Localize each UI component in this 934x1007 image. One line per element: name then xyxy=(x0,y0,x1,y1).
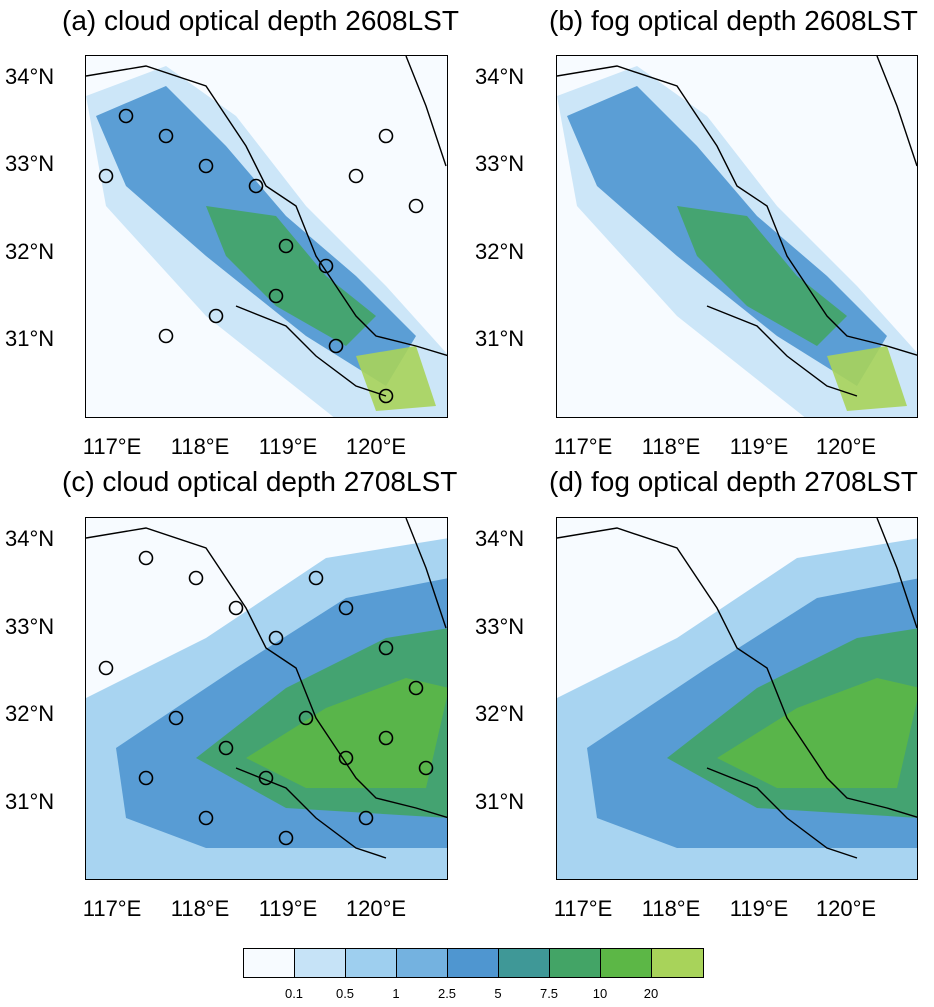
colorbar-label: 1 xyxy=(392,986,400,1001)
station-marker xyxy=(138,770,154,786)
station-marker xyxy=(208,308,224,324)
panel-title-d: (d) fog optical depth 2708LST xyxy=(549,466,918,497)
lon-label-a-118: 118°E xyxy=(170,434,230,459)
station-marker xyxy=(268,288,284,304)
lat-label-a-32: 32°N xyxy=(5,239,55,264)
station-marker xyxy=(98,660,114,676)
station-marker xyxy=(258,770,274,786)
lon-label-c-117: 117°E xyxy=(82,896,142,921)
station-marker xyxy=(298,710,314,726)
station-marker xyxy=(228,600,244,616)
panel-title-b: (b) fog optical depth 2608LST xyxy=(549,5,918,36)
station-marker xyxy=(418,760,434,776)
colorbar-swatch xyxy=(550,949,601,977)
colorbar-swatch xyxy=(244,949,295,977)
lon-label-b-120: 120°E xyxy=(815,434,877,459)
station-marker xyxy=(308,570,324,586)
lon-label-b-118: 118°E xyxy=(641,434,701,459)
station-marker xyxy=(328,338,344,354)
lat-label-c-31: 31°N xyxy=(5,789,55,814)
station-marker xyxy=(248,178,264,194)
lon-label-b-117: 117°E xyxy=(553,434,613,459)
lat-label-c-33: 33°N xyxy=(5,614,55,639)
lat-label-d-31: 31°N xyxy=(475,789,525,814)
lon-label-a-119: 119°E xyxy=(258,434,318,459)
lat-label-c-34: 34°N xyxy=(5,526,55,551)
colorbar-swatch xyxy=(346,949,397,977)
station-marker xyxy=(158,128,174,144)
station-marker xyxy=(408,680,424,696)
map-canvas-c xyxy=(86,518,447,879)
map-canvas-d xyxy=(557,518,917,879)
lat-label-b-34: 34°N xyxy=(475,64,525,89)
map-canvas-a xyxy=(86,56,447,417)
colorbar-swatch xyxy=(652,949,703,977)
lat-label-a-33: 33°N xyxy=(5,151,55,176)
station-marker xyxy=(268,630,284,646)
lat-label-b-32: 32°N xyxy=(475,239,525,264)
station-marker xyxy=(138,550,154,566)
lon-label-d-120: 120°E xyxy=(815,896,877,921)
station-marker xyxy=(338,600,354,616)
station-marker xyxy=(378,388,394,404)
lat-label-d-32: 32°N xyxy=(475,701,525,726)
station-marker xyxy=(348,168,364,184)
lon-label-a-120: 120°E xyxy=(345,434,407,459)
map-panel-c xyxy=(85,517,448,880)
station-marker xyxy=(378,128,394,144)
colorbar-label: 5 xyxy=(494,986,502,1001)
colorbar-label: 2.5 xyxy=(437,986,457,1001)
lat-label-d-34: 34°N xyxy=(475,526,525,551)
colorbar-swatch xyxy=(499,949,550,977)
map-panel-a xyxy=(85,55,448,418)
station-marker xyxy=(188,570,204,586)
lon-label-b-119: 119°E xyxy=(729,434,789,459)
lon-label-d-118: 118°E xyxy=(641,896,701,921)
map-panel-d xyxy=(556,517,918,880)
colorbar xyxy=(243,948,704,978)
lat-label-b-33: 33°N xyxy=(475,151,525,176)
lon-label-d-117: 117°E xyxy=(553,896,613,921)
lon-label-c-119: 119°E xyxy=(258,896,318,921)
station-marker xyxy=(198,810,214,826)
map-canvas-b xyxy=(557,56,917,417)
station-marker xyxy=(168,710,184,726)
station-marker xyxy=(378,640,394,656)
station-marker xyxy=(218,740,234,756)
station-marker xyxy=(198,158,214,174)
colorbar-label: 0.5 xyxy=(335,986,355,1001)
station-marker xyxy=(278,830,294,846)
lon-label-c-120: 120°E xyxy=(345,896,407,921)
station-marker xyxy=(278,238,294,254)
colorbar-swatch xyxy=(448,949,499,977)
panel-title-a: (a) cloud optical depth 2608LST xyxy=(62,5,459,36)
map-panel-b xyxy=(556,55,918,418)
colorbar-swatch xyxy=(295,949,346,977)
colorbar-label: 20 xyxy=(643,986,659,1001)
station-marker xyxy=(408,198,424,214)
colorbar-label: 0.1 xyxy=(284,986,304,1001)
colorbar-swatch xyxy=(601,949,652,977)
station-marker xyxy=(378,730,394,746)
station-marker xyxy=(118,108,134,124)
lon-label-d-119: 119°E xyxy=(729,896,789,921)
lat-label-c-32: 32°N xyxy=(5,701,55,726)
station-marker xyxy=(98,168,114,184)
lon-label-a-117: 117°E xyxy=(82,434,142,459)
lat-label-b-31: 31°N xyxy=(475,326,525,351)
station-marker xyxy=(318,258,334,274)
lat-label-a-31: 31°N xyxy=(5,326,55,351)
panel-title-c: (c) cloud optical depth 2708LST xyxy=(62,466,458,497)
colorbar-label: 7.5 xyxy=(539,986,559,1001)
station-marker xyxy=(338,750,354,766)
lat-label-a-34: 34°N xyxy=(5,64,55,89)
lon-label-c-118: 118°E xyxy=(170,896,230,921)
colorbar-label: 10 xyxy=(592,986,608,1001)
station-marker xyxy=(158,328,174,344)
lat-label-d-33: 33°N xyxy=(475,614,525,639)
colorbar-swatch xyxy=(397,949,448,977)
station-marker xyxy=(358,810,374,826)
